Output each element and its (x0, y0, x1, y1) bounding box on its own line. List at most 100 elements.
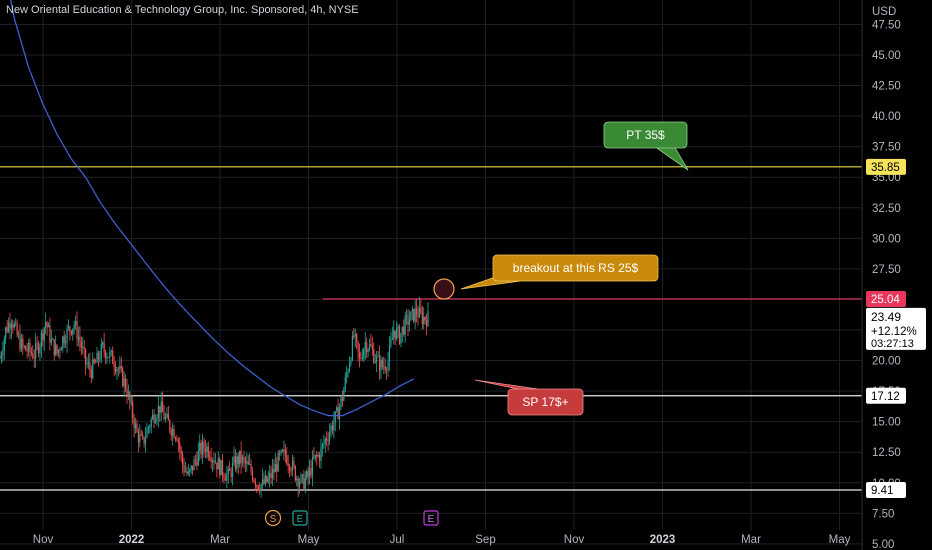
candle-body (378, 355, 381, 371)
candle-body (251, 471, 254, 480)
candle-body (109, 351, 111, 358)
resistance-price-tag-text: 25.04 (871, 294, 900, 306)
candle-body (152, 414, 154, 420)
x-tick-label: Jul (390, 534, 405, 546)
candle-body (164, 416, 167, 420)
candle-body (327, 440, 329, 442)
candle-body (137, 432, 139, 443)
candle-body (47, 325, 50, 328)
candle-body (104, 351, 107, 359)
candle-body (334, 411, 336, 423)
breakout-circle-marker[interactable] (433, 278, 455, 300)
candle-body (126, 388, 128, 397)
event-marker-letter: E (297, 514, 304, 525)
candle-body (397, 326, 399, 329)
candle-body (67, 326, 70, 329)
candle-body (55, 344, 57, 355)
candle-body (279, 453, 281, 454)
candle-body (209, 456, 211, 459)
candle-body (83, 347, 85, 350)
candle-body (348, 363, 351, 372)
candle-body (113, 363, 115, 367)
candle-body (303, 474, 305, 489)
candle-body (56, 344, 58, 354)
y-tick-label: 42.50 (872, 81, 901, 93)
y-tick-label: 47.50 (872, 19, 901, 31)
candle-body (10, 324, 13, 329)
candle-body (353, 335, 355, 337)
candle-body (321, 444, 324, 448)
candle-body (201, 441, 204, 455)
chart-annotations[interactable]: PT 35$ breakout at this RS 25$ SP 17$+ (433, 121, 689, 416)
candle-body (16, 323, 18, 336)
candle-body (97, 352, 100, 360)
candle-body (400, 332, 402, 344)
event-marker-badge[interactable] (423, 510, 439, 526)
y-tick-label: 20.00 (872, 356, 901, 368)
candle-body (308, 468, 311, 477)
candle-body (89, 362, 91, 370)
candle-body (116, 369, 118, 372)
y-tick-label: 27.50 (872, 264, 901, 276)
candle-body (383, 366, 385, 368)
candle-body (40, 332, 42, 348)
x-tick-label: May (829, 534, 851, 546)
candle-body (6, 327, 8, 332)
candle-body (249, 464, 251, 465)
candle-body (149, 426, 151, 428)
candle-body (271, 468, 274, 478)
candle-body (220, 460, 222, 476)
candle-body (346, 373, 348, 378)
candle-body (93, 359, 95, 363)
candle-body (407, 315, 409, 326)
candle-body (333, 422, 335, 431)
event-marker-badge[interactable] (264, 509, 282, 527)
candle-body (324, 438, 326, 444)
candle-body (102, 342, 104, 345)
moving-average-line (10, 0, 414, 417)
sp-callout-box[interactable] (507, 388, 584, 416)
candle-body (29, 342, 31, 352)
candle-body (293, 460, 295, 467)
candle-body (311, 457, 314, 476)
candle-body (26, 350, 28, 352)
currency-label: USD (872, 6, 896, 18)
candle-body (199, 443, 201, 451)
candle-body (193, 459, 195, 471)
sp-callout-text: SP 17$+ (522, 395, 568, 409)
candle-body (36, 343, 38, 345)
x-tick-label: Nov (33, 534, 54, 546)
time-axis[interactable]: Nov 2022 Mar May Jul Sep Nov 2023 Mar May (33, 534, 851, 546)
candle-body (283, 449, 285, 452)
candle-body (163, 411, 165, 420)
candle-body (80, 341, 82, 348)
last-change-text: +12.12% (871, 326, 917, 338)
candle-body (289, 465, 291, 471)
candle-body (0, 355, 3, 359)
candle-body (306, 470, 308, 479)
y-tick-label: 37.50 (872, 142, 901, 154)
candle-body (370, 344, 372, 346)
candle-body (227, 468, 229, 475)
last-countdown-text: 03:27:13 (871, 338, 914, 350)
pt-callout-box[interactable] (603, 121, 688, 149)
breakout-callout-box[interactable] (492, 254, 659, 282)
candle-body (267, 477, 269, 482)
candle-body (363, 349, 365, 359)
candle-body (411, 308, 413, 312)
candle-body (373, 349, 375, 363)
candle-body (336, 407, 338, 412)
candle-body (87, 362, 90, 364)
horizontal-levels[interactable] (0, 166, 862, 491)
candle-body (69, 326, 71, 331)
event-marker-badge[interactable] (292, 510, 308, 526)
candle-body (323, 443, 325, 445)
candle-body (233, 456, 235, 464)
candle-body (300, 474, 302, 483)
candle-body (410, 311, 412, 321)
candle-body (331, 425, 334, 431)
candle-body (396, 328, 398, 339)
candle-body (12, 324, 14, 328)
